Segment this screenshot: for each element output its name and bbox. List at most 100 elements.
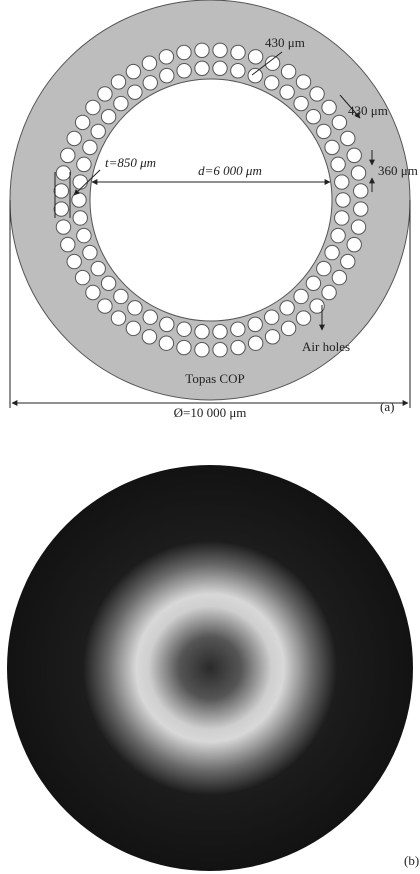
air-hole [83,140,97,154]
core [90,79,332,321]
label: d=6 000 μm [198,163,262,178]
air-hole [317,124,331,138]
air-hole [128,85,142,99]
air-hole [143,310,157,324]
air-hole [306,276,320,290]
air-hole [265,330,279,344]
air-hole [317,261,331,275]
label: 360 μm [378,163,418,178]
label: 430 μm [265,35,305,50]
mode-profile: (b) [7,465,419,871]
air-hole [332,115,346,129]
air-hole [73,175,87,189]
air-hole [354,202,368,216]
air-hole [325,140,339,154]
air-hole [67,254,81,268]
air-hole [335,211,349,225]
air-hole [91,124,105,138]
air-hole [142,56,156,70]
label: 430 μm [348,103,388,118]
air-hole [61,148,75,162]
air-hole [111,311,125,325]
air-hole [126,321,140,335]
air-hole [351,220,365,234]
air-hole [160,68,174,82]
air-hole [83,245,97,259]
air-hole [280,85,294,99]
air-hole [177,64,191,78]
air-hole [325,245,339,259]
air-hole [310,87,324,101]
air-hole [77,228,91,242]
label: Ø=10 000 μm [174,405,247,420]
air-hole [280,301,294,315]
air-hole [248,336,262,350]
air-hole [347,237,361,251]
air-hole [177,340,191,354]
air-hole [111,75,125,89]
air-hole [159,336,173,350]
air-hole [231,322,245,336]
air-hole [281,321,295,335]
air-hole [335,175,349,189]
air-hole [306,109,320,123]
air-hole [195,343,209,357]
air-hole [56,220,70,234]
figure: 430 μm 430 μm 360 μm t=850 μm d=6 000 μm… [0,0,420,874]
air-hole [177,45,191,59]
air-hole [265,76,279,90]
air-hole [160,317,174,331]
air-hole [322,100,336,114]
air-hole [142,330,156,344]
air-hole [296,75,310,89]
air-hole [177,322,191,336]
air-hole [75,115,89,129]
air-hole [75,270,89,284]
air-hole [54,184,68,198]
air-hole [86,285,100,299]
air-hole [61,237,75,251]
air-hole [213,61,227,75]
panel-label: (b) [404,853,419,868]
air-hole [341,254,355,268]
label: Air holes [302,339,350,354]
air-hole [128,301,142,315]
air-hole [332,270,346,284]
air-hole [77,157,91,171]
air-hole [195,61,209,75]
air-hole [195,43,209,57]
air-hole [114,96,128,110]
air-hole [56,166,70,180]
air-hole [126,64,140,78]
air-hole [331,228,345,242]
air-hole [195,324,209,338]
air-hole [336,193,350,207]
air-hole [248,50,262,64]
air-hole [54,202,68,216]
air-hole [213,324,227,338]
air-hole [67,131,81,145]
air-hole [98,299,112,313]
air-hole [281,64,295,78]
air-hole [72,193,86,207]
air-hole [86,100,100,114]
air-hole [159,50,173,64]
air-hole [294,289,308,303]
air-hole [294,96,308,110]
air-hole [331,157,345,171]
air-hole [322,285,336,299]
air-hole [73,211,87,225]
mode-intensity [7,465,413,871]
air-hole [101,109,115,123]
air-hole [114,289,128,303]
panel-label: (a) [380,399,394,414]
label: Topas COP [185,371,244,386]
air-hole [213,43,227,57]
air-hole [265,310,279,324]
air-hole [143,76,157,90]
label: t=850 μm [105,155,156,170]
air-hole [351,166,365,180]
air-hole [296,311,310,325]
air-hole [231,45,245,59]
air-hole [98,87,112,101]
